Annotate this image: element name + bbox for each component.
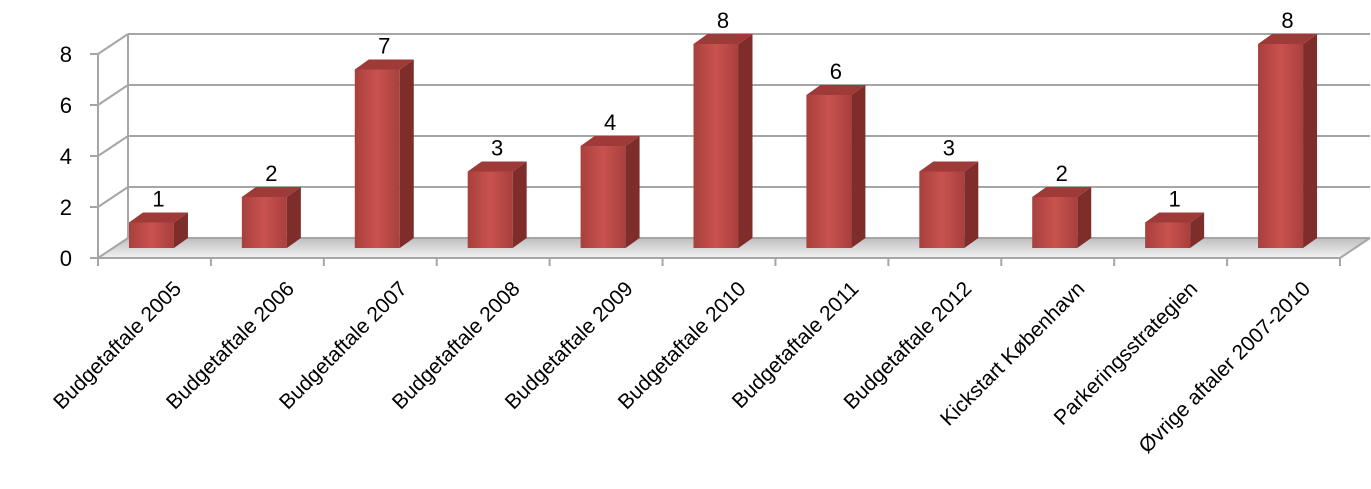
bar-top [128,212,188,223]
data-label: 6 [830,59,842,84]
bar [241,187,301,248]
bar-side [399,59,414,248]
bar-top [806,85,866,95]
bar [1145,212,1205,248]
bar-top [919,161,979,172]
bar [1258,34,1318,248]
data-label: 4 [604,110,616,135]
data-label: 7 [378,34,390,59]
category-label: Budgetaftale 2011 [728,277,864,413]
data-label: 1 [1169,187,1181,212]
bar-side [1190,212,1205,248]
bar-front [919,171,965,248]
data-label: 3 [491,136,503,161]
data-label: 8 [1281,8,1293,33]
bar-front [128,222,174,248]
bar-side [738,34,753,248]
y-tick-label: 6 [60,93,72,118]
data-label: 3 [943,136,955,161]
bar-top [1032,187,1092,197]
y-tick-label: 2 [60,195,72,220]
y-tick-label: 4 [60,144,72,169]
bar-top [1258,34,1318,44]
bar-front [241,197,287,248]
bar-side [1303,34,1318,248]
bar-top [580,136,640,146]
bar-top [354,59,414,70]
bar-side [625,136,640,248]
bar [693,34,753,248]
bar-side [286,187,301,248]
gridline-side [97,135,129,157]
bar [919,161,979,248]
bar-side [851,85,866,248]
gridline-side [97,84,129,106]
gridline-side [97,186,129,208]
bar-front [693,44,739,248]
bar-front [1145,222,1191,248]
bar-front [354,69,400,248]
floor-edge [1339,237,1371,259]
bar-front [806,95,852,248]
bar-top [1145,212,1205,223]
bar-side [512,161,527,248]
bar-front [1032,197,1078,248]
data-label: 2 [265,161,277,186]
y-tick-label: 0 [60,246,72,271]
bar [580,136,640,248]
y-tick-label: 8 [60,42,72,67]
bar [354,59,414,248]
bar-side [964,161,979,248]
bar-side [1077,187,1092,248]
bar-front [467,171,513,248]
data-label: 8 [717,8,729,33]
bar-top [693,34,753,44]
bars [128,34,1318,248]
bar [128,212,188,248]
bar-front [580,146,626,248]
bar [467,161,527,248]
data-label: 2 [1056,161,1068,186]
bar-top [241,187,301,197]
bar-top [467,161,527,172]
axes [90,34,1341,266]
bar-side [173,212,188,248]
bar [1032,187,1092,248]
data-label: 1 [152,187,164,212]
bar [806,85,866,248]
bar-front [1258,44,1304,248]
gridline-side [97,33,129,55]
gridline-side [97,237,129,259]
